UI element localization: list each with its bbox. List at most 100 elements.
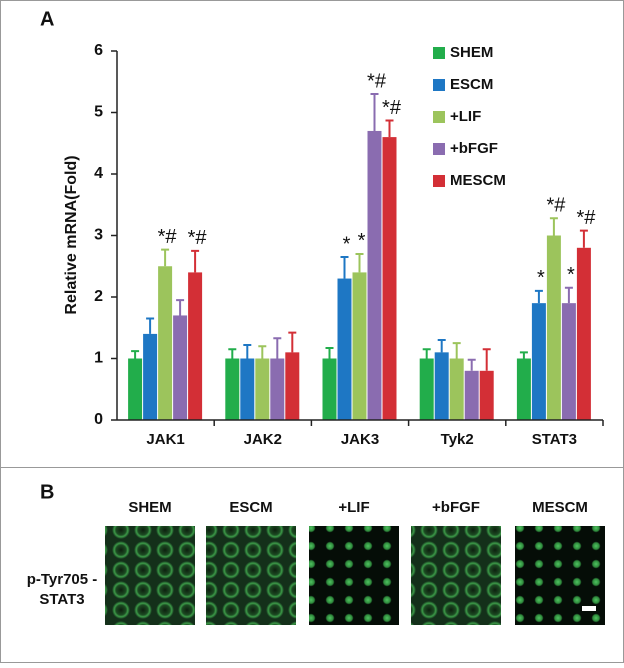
significance-mark: *# [367,70,387,92]
error-bar [131,350,140,359]
error-bar [534,289,543,304]
significance-mark: * [343,233,351,255]
y-axis-label: Relative mRNA(Fold) [63,155,80,314]
error-bar [519,351,528,359]
error-bar [564,286,573,304]
bar [255,358,270,420]
panel-label: B [40,481,54,503]
bar [367,130,382,420]
micrograph [206,526,296,625]
significance-mark: * [358,230,366,252]
bar [352,272,367,420]
legend-swatch [433,47,445,59]
y-tick-label: 2 [94,288,103,305]
micrograph [411,526,501,625]
bar [434,352,449,420]
legend-label: +LIF [450,108,481,125]
bar [449,358,464,420]
x-tick-label: JAK2 [244,431,282,448]
error-bar [422,348,431,359]
bar [337,278,352,420]
error-bar [370,93,379,131]
scale-bar [582,606,596,611]
bar [240,358,255,420]
x-tick-label: Tyk2 [441,431,474,448]
bar [322,358,337,420]
column-label: SHEM [128,499,171,516]
x-tick-label: JAK1 [146,431,184,448]
y-tick-label: 3 [94,227,103,244]
legend-swatch [433,143,445,155]
error-bar [355,252,364,273]
error-bar [549,217,558,236]
bar [173,315,188,420]
panel-label: A [40,8,54,30]
legend-label: +bFGF [450,140,498,157]
significance-mark: *# [382,97,402,119]
bar [561,303,576,420]
micrograph [105,526,195,625]
error-bar [146,317,155,334]
column-label: MESCM [532,499,588,516]
error-bar [325,347,334,359]
error-bar [288,331,297,353]
error-bar [482,348,491,371]
y-tick-label: 0 [94,411,103,428]
legend-swatch [433,111,445,123]
error-bar [191,249,200,273]
legend-label: ESCM [450,76,493,93]
bar [419,358,434,420]
error-bar [340,256,349,279]
error-bar [273,337,282,359]
significance-mark: *# [546,195,566,217]
y-tick-label: 6 [94,42,103,59]
bar [285,352,300,420]
bar [516,358,531,420]
x-tick-label: STAT3 [532,431,577,448]
bar [225,358,240,420]
bar [464,370,479,420]
micrograph [309,526,399,625]
column-label: +bFGF [432,499,480,516]
legend-label: MESCM [450,172,506,189]
micrographs [105,526,605,625]
error-bar [385,119,394,138]
error-bar [176,299,185,316]
significance-mark: *# [158,226,178,248]
bar [128,358,143,420]
error-bar [258,345,267,359]
significance-mark: *# [576,207,596,229]
bar [531,303,546,420]
error-bar [579,229,588,248]
significance-mark: * [567,264,575,286]
legend-swatch [433,79,445,91]
bar [576,247,591,420]
y-tick-label: 4 [94,165,103,182]
bar [270,358,285,420]
error-bar [243,343,252,359]
legend-swatch [433,175,445,187]
y-tick-label: 5 [94,104,103,121]
error-bar [452,342,461,359]
row-label: p-Tyr705 - [27,571,98,588]
bar [143,333,158,420]
legend-label: SHEM [450,44,493,61]
bar [479,370,494,420]
significance-mark: *# [188,227,208,249]
bar [546,235,561,420]
error-bar [161,248,170,267]
bar [158,266,173,420]
y-tick-label: 1 [94,350,103,367]
error-bar [228,348,237,359]
x-tick-label: JAK3 [341,431,379,448]
error-bar [437,339,446,353]
column-label: +LIF [338,499,369,516]
bar [188,272,203,420]
bar [382,137,397,420]
error-bar [467,358,476,371]
significance-mark: * [537,267,545,289]
row-label: STAT3 [39,591,84,608]
column-label: ESCM [229,499,272,516]
